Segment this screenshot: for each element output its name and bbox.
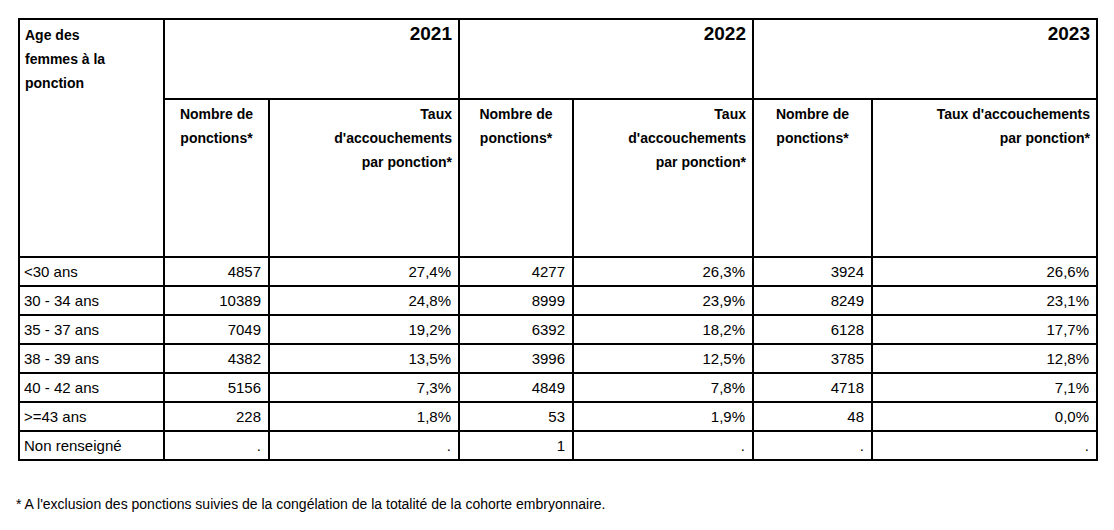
cell-value: 17,7% bbox=[872, 315, 1097, 344]
cell-value: 4857 bbox=[164, 257, 269, 286]
cell-value: . bbox=[164, 431, 269, 460]
cell-value: 12,8% bbox=[872, 344, 1097, 373]
cell-value: 1 bbox=[459, 431, 573, 460]
cell-value: 3924 bbox=[753, 257, 872, 286]
page: Age des femmes à la ponction 2021 2022 2… bbox=[0, 0, 1114, 530]
row-label: 35 - 37 ans bbox=[19, 315, 164, 344]
cell-value: . bbox=[573, 431, 753, 460]
year-header-2023: 2023 bbox=[753, 19, 1097, 99]
cell-value: 7,8% bbox=[573, 373, 753, 402]
row-label: 40 - 42 ans bbox=[19, 373, 164, 402]
cell-value: 8249 bbox=[753, 286, 872, 315]
cell-value: . bbox=[269, 431, 459, 460]
cell-value: 24,8% bbox=[269, 286, 459, 315]
col-header-taux-2021: Taux d'accouchements par ponction* bbox=[269, 99, 459, 257]
cell-value: 27,4% bbox=[269, 257, 459, 286]
corner-header-age: Age des femmes à la ponction bbox=[19, 19, 164, 257]
cell-value: 228 bbox=[164, 402, 269, 431]
cell-value: 4382 bbox=[164, 344, 269, 373]
cell-value: 23,1% bbox=[872, 286, 1097, 315]
cell-value: 10389 bbox=[164, 286, 269, 315]
table-row: 38 - 39 ans 4382 13,5% 3996 12,5% 3785 1… bbox=[19, 344, 1097, 373]
year-header-2021: 2021 bbox=[164, 19, 459, 99]
cell-value: 7049 bbox=[164, 315, 269, 344]
year-header-row: Age des femmes à la ponction 2021 2022 2… bbox=[19, 19, 1097, 99]
cell-value: 8999 bbox=[459, 286, 573, 315]
cell-value: 4277 bbox=[459, 257, 573, 286]
cell-value: 1,9% bbox=[573, 402, 753, 431]
table-row: <30 ans 4857 27,4% 4277 26,3% 3924 26,6% bbox=[19, 257, 1097, 286]
row-label: 30 - 34 ans bbox=[19, 286, 164, 315]
cell-value: 26,6% bbox=[872, 257, 1097, 286]
cell-value: 4849 bbox=[459, 373, 573, 402]
row-label: 38 - 39 ans bbox=[19, 344, 164, 373]
cell-value: . bbox=[872, 431, 1097, 460]
cell-value: . bbox=[753, 431, 872, 460]
cell-value: 13,5% bbox=[269, 344, 459, 373]
cell-value: 1,8% bbox=[269, 402, 459, 431]
cell-value: 7,1% bbox=[872, 373, 1097, 402]
col-header-nombre-2023: Nombre de ponctions* bbox=[753, 99, 872, 257]
cell-value: 18,2% bbox=[573, 315, 753, 344]
cell-value: 6128 bbox=[753, 315, 872, 344]
cell-value: 0,0% bbox=[872, 402, 1097, 431]
cell-value: 12,5% bbox=[573, 344, 753, 373]
row-label: Non renseigné bbox=[19, 431, 164, 460]
col-header-nombre-2022: Nombre de ponctions* bbox=[459, 99, 573, 257]
col-header-taux-2022: Taux d'accouchements par ponction* bbox=[573, 99, 753, 257]
year-header-2022: 2022 bbox=[459, 19, 753, 99]
table-row: 30 - 34 ans 10389 24,8% 8999 23,9% 8249 … bbox=[19, 286, 1097, 315]
cell-value: 26,3% bbox=[573, 257, 753, 286]
row-label: >=43 ans bbox=[19, 402, 164, 431]
cell-value: 4718 bbox=[753, 373, 872, 402]
cell-value: 5156 bbox=[164, 373, 269, 402]
cell-value: 48 bbox=[753, 402, 872, 431]
table-row: 35 - 37 ans 7049 19,2% 6392 18,2% 6128 1… bbox=[19, 315, 1097, 344]
table-row: 40 - 42 ans 5156 7,3% 4849 7,8% 4718 7,1… bbox=[19, 373, 1097, 402]
col-header-nombre-2021: Nombre de ponctions* bbox=[164, 99, 269, 257]
row-label: <30 ans bbox=[19, 257, 164, 286]
cell-value: 53 bbox=[459, 402, 573, 431]
cell-value: 23,9% bbox=[573, 286, 753, 315]
cell-value: 3785 bbox=[753, 344, 872, 373]
cell-value: 7,3% bbox=[269, 373, 459, 402]
footnote: * A l'exclusion des ponctions suivies de… bbox=[16, 496, 605, 513]
age-ponction-table: Age des femmes à la ponction 2021 2022 2… bbox=[18, 18, 1098, 461]
table-row: >=43 ans 228 1,8% 53 1,9% 48 0,0% bbox=[19, 402, 1097, 431]
cell-value: 6392 bbox=[459, 315, 573, 344]
table-row: Non renseigné . . 1 . . . bbox=[19, 431, 1097, 460]
col-header-taux-2023: Taux d'accouchements par ponction* bbox=[872, 99, 1097, 257]
sub-header-row: Nombre de ponctions* Taux d'accouchement… bbox=[19, 99, 1097, 257]
cell-value: 3996 bbox=[459, 344, 573, 373]
cell-value: 19,2% bbox=[269, 315, 459, 344]
